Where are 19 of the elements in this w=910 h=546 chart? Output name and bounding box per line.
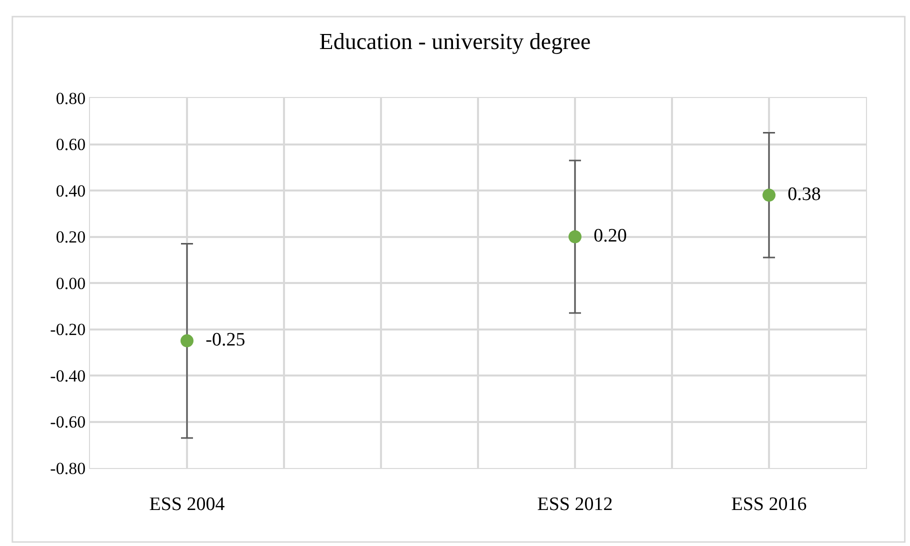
y-tick-label: -0.60 — [50, 412, 86, 432]
y-tick-label: 0.80 — [56, 88, 86, 108]
y-tick-label: 0.60 — [56, 135, 86, 154]
data-label: 0.20 — [584, 226, 627, 246]
point — [568, 230, 582, 244]
y-tick-label: -0.80 — [50, 458, 86, 478]
x-tick-label: ESS 2016 — [731, 494, 807, 515]
x-tick-label: ESS 2012 — [537, 494, 613, 515]
y-tick-label: 0.20 — [56, 228, 86, 247]
data-label: -0.25 — [196, 330, 246, 351]
chart-title: Education - university degree — [319, 28, 591, 54]
x-tick-label: ESS 2004 — [149, 494, 226, 515]
y-tick-label: 0.40 — [56, 181, 86, 200]
y-tick-label: -0.20 — [50, 320, 86, 340]
data-label: 0.38 — [778, 184, 821, 205]
point — [762, 188, 776, 202]
y-tick-label: -0.40 — [50, 366, 86, 386]
y-tick-label: 0.00 — [56, 274, 86, 293]
point — [180, 334, 194, 348]
